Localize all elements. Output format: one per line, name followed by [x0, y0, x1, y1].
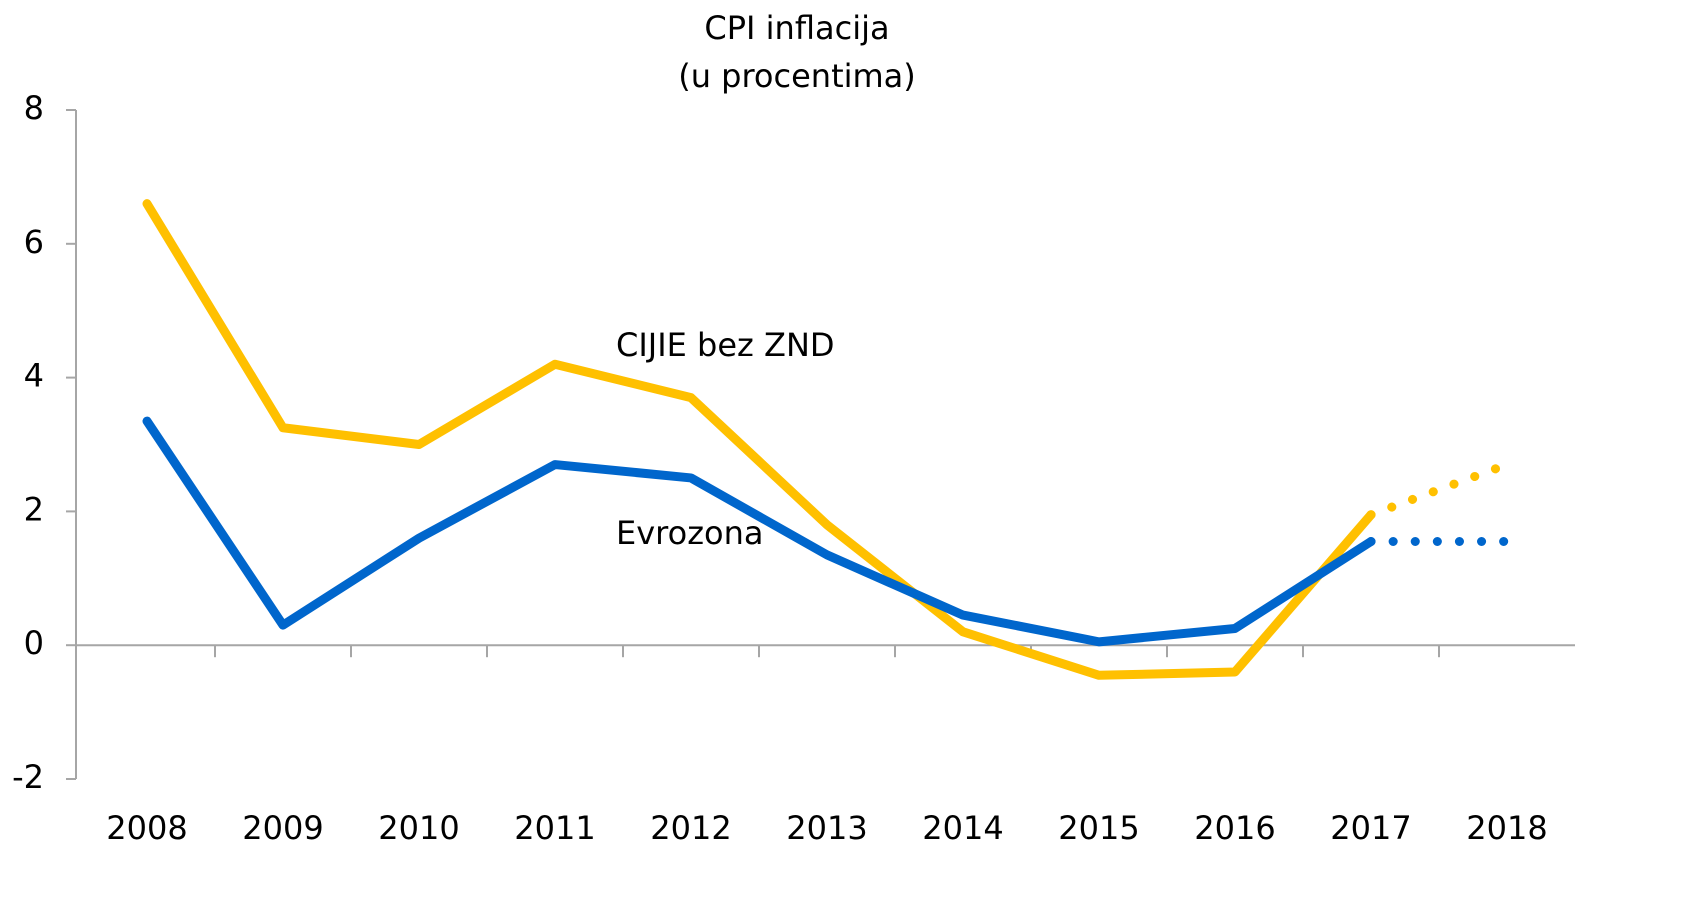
series-label: CIJIE bez ZND — [616, 326, 835, 364]
y-tick-label: -2 — [12, 758, 44, 796]
y-tick-label: 6 — [24, 223, 44, 261]
x-tick-label: 2009 — [242, 809, 323, 847]
x-tick-label: 2014 — [922, 809, 1003, 847]
x-tick-label: 2016 — [1194, 809, 1275, 847]
y-tick-label: 8 — [24, 89, 44, 127]
forecast-line — [1366, 460, 1512, 520]
x-tick-label: 2018 — [1466, 809, 1547, 847]
y-tick-label: 2 — [24, 490, 44, 528]
x-tick-label: 2010 — [378, 809, 459, 847]
x-tick-label: 2012 — [650, 809, 731, 847]
x-tick-label: 2008 — [106, 809, 187, 847]
x-tick-label: 2013 — [786, 809, 867, 847]
chart-title: CPI inflacija — [704, 9, 889, 47]
y-tick-label: 4 — [24, 357, 44, 395]
series-line — [142, 199, 1376, 680]
series-label: Evrozona — [616, 514, 763, 552]
series-line — [142, 416, 1376, 647]
x-tick-label: 2015 — [1058, 809, 1139, 847]
x-tick-label: 2017 — [1330, 809, 1411, 847]
chart-subtitle: (u procentima) — [678, 57, 916, 95]
x-tick-label: 2011 — [514, 809, 595, 847]
y-tick-label: 0 — [24, 624, 44, 662]
